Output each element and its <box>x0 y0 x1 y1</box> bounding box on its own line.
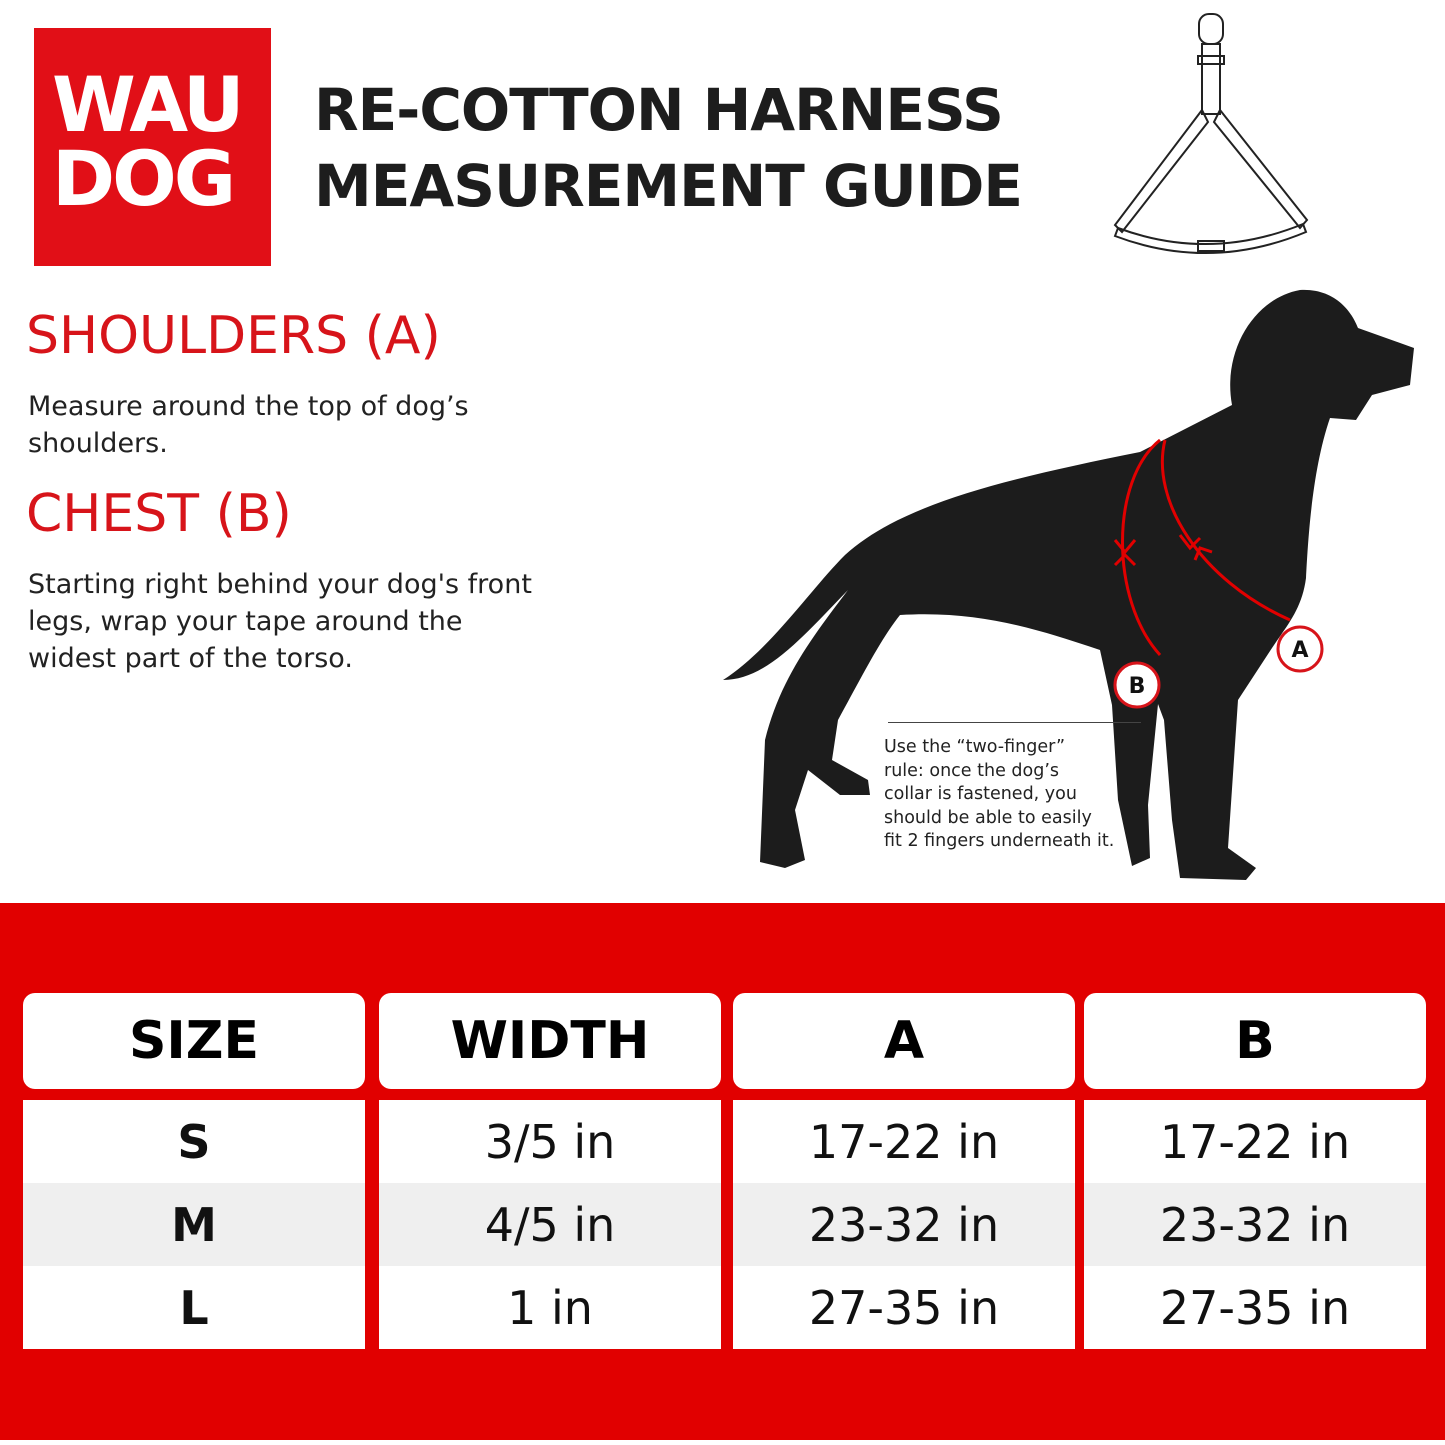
logo-line-1: WAU <box>52 60 245 149</box>
illustrations: A B <box>723 13 1414 881</box>
column-b: B 17-22 in 23-32 in 27-35 in <box>1084 993 1426 1349</box>
column-a: A 17-22 in 23-32 in 27-35 in <box>733 993 1075 1349</box>
table-cell: S <box>177 1114 211 1169</box>
shoulders-text: Measure around the top of dog’s shoulder… <box>28 388 469 462</box>
header-size: SIZE <box>23 993 365 1089</box>
page-title: RE-COTTON HARNESS MEASUREMENT GUIDE <box>314 72 1023 224</box>
table-cell: 17-22 in <box>1159 1114 1351 1169</box>
table-cell: 23-32 in <box>733 1183 1075 1266</box>
svg-text:A: A <box>1291 638 1308 663</box>
shoulders-text-line: Measure around the top of dog’s <box>28 391 469 422</box>
chest-text-line: Starting right behind your dog's front <box>28 569 532 600</box>
header-width: WIDTH <box>379 993 721 1089</box>
chest-text: Starting right behind your dog's front l… <box>28 566 532 677</box>
title-line-1: RE-COTTON HARNESS <box>314 76 1004 144</box>
chest-text-line: legs, wrap your tape around the <box>28 606 463 637</box>
header-b: B <box>1084 993 1426 1089</box>
note-divider <box>888 722 1141 723</box>
two-finger-note: Use the “two-finger” rule: once the dog’… <box>884 736 1154 854</box>
column-size: SIZE S M L <box>23 993 365 1349</box>
table-cell: 1 in <box>507 1280 593 1335</box>
svg-text:B: B <box>1129 674 1146 699</box>
note-line: should be able to easily <box>884 807 1092 828</box>
title-line-2: MEASUREMENT GUIDE <box>314 152 1023 220</box>
note-line: fit 2 fingers underneath it. <box>884 831 1115 851</box>
chest-heading: CHEST (B) <box>26 484 292 544</box>
note-line: rule: once the dog’s <box>884 760 1060 781</box>
table-cell: 3/5 in <box>484 1114 616 1169</box>
shoulders-text-line: shoulders. <box>28 428 168 459</box>
harness-icon <box>1113 13 1309 255</box>
table-cell: 23-32 in <box>1084 1183 1426 1266</box>
header-a: A <box>733 993 1075 1089</box>
table-cell: L <box>179 1280 209 1335</box>
shoulders-heading: SHOULDERS (A) <box>26 306 441 366</box>
measurement-lines-icon <box>1113 438 1291 657</box>
waudog-logo: WAU DOG <box>34 28 271 266</box>
note-line: Use the “two-finger” <box>884 737 1066 757</box>
logo-line-2: DOG <box>52 134 236 223</box>
dog-silhouette-icon <box>723 289 1414 881</box>
table-cell: 27-35 in <box>808 1280 1000 1335</box>
column-width: WIDTH 3/5 in 4/5 in 1 in <box>379 993 721 1349</box>
note-line: collar is fastened, you <box>884 784 1077 804</box>
label-b-marker: B <box>1113 661 1161 709</box>
table-cell: 4/5 in <box>379 1183 721 1266</box>
table-cell: 27-35 in <box>1159 1280 1351 1335</box>
chest-text-line: widest part of the torso. <box>28 643 353 674</box>
table-cell: 17-22 in <box>808 1114 1000 1169</box>
table-cell: M <box>23 1183 365 1266</box>
label-a-marker: A <box>1276 625 1324 673</box>
